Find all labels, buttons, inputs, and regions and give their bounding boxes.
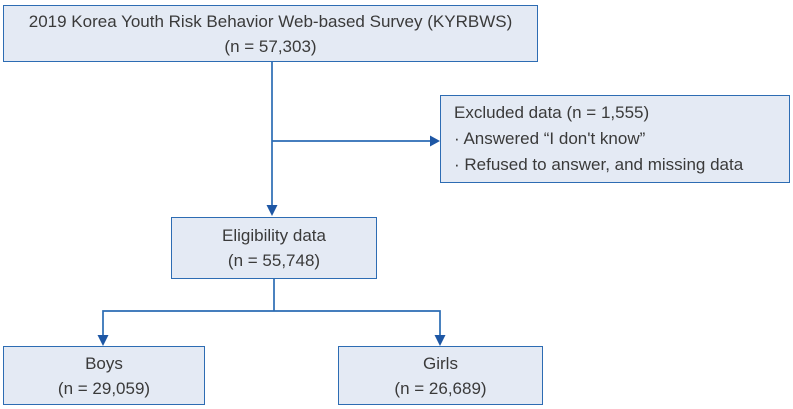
boys-box-count: (n = 29,059) — [57, 378, 151, 398]
survey-box: 2019 Korea Youth Risk Behavior Web-based… — [3, 5, 538, 62]
eligibility-box-count: (n = 55,748) — [227, 251, 321, 270]
excluded-box: Excluded data (n = 1,555) · Answered “I … — [440, 95, 790, 183]
girls-box-count: (n = 26,689) — [394, 378, 487, 398]
girls-box-title: Girls — [423, 353, 458, 373]
arrowhead-down-eligibility — [266, 205, 278, 216]
boys-box-title: Boys — [85, 353, 123, 373]
excluded-box-bullet: · Refused to answer, and missing data — [454, 155, 744, 174]
survey-box-count: (n = 57,303) — [224, 36, 317, 56]
eligibility-box-title: Eligibility data — [222, 226, 326, 245]
arrowhead-down-girls — [434, 335, 446, 346]
survey-box-title: 2019 Korea Youth Risk Behavior Web-based… — [28, 11, 513, 31]
eligibility-box: Eligibility data (n = 55,748) — [171, 217, 377, 279]
connector-split-bar — [102, 310, 441, 336]
arrowhead-right-excluded — [430, 135, 440, 147]
excluded-box-bullet: · Answered “I don't know” — [454, 129, 646, 148]
boys-box: Boys (n = 29,059) — [3, 346, 205, 405]
arrowhead-down-boys — [97, 335, 109, 346]
excluded-box-title: Excluded data (n = 1,555) — [454, 103, 650, 122]
girls-box: Girls (n = 26,689) — [338, 346, 543, 405]
